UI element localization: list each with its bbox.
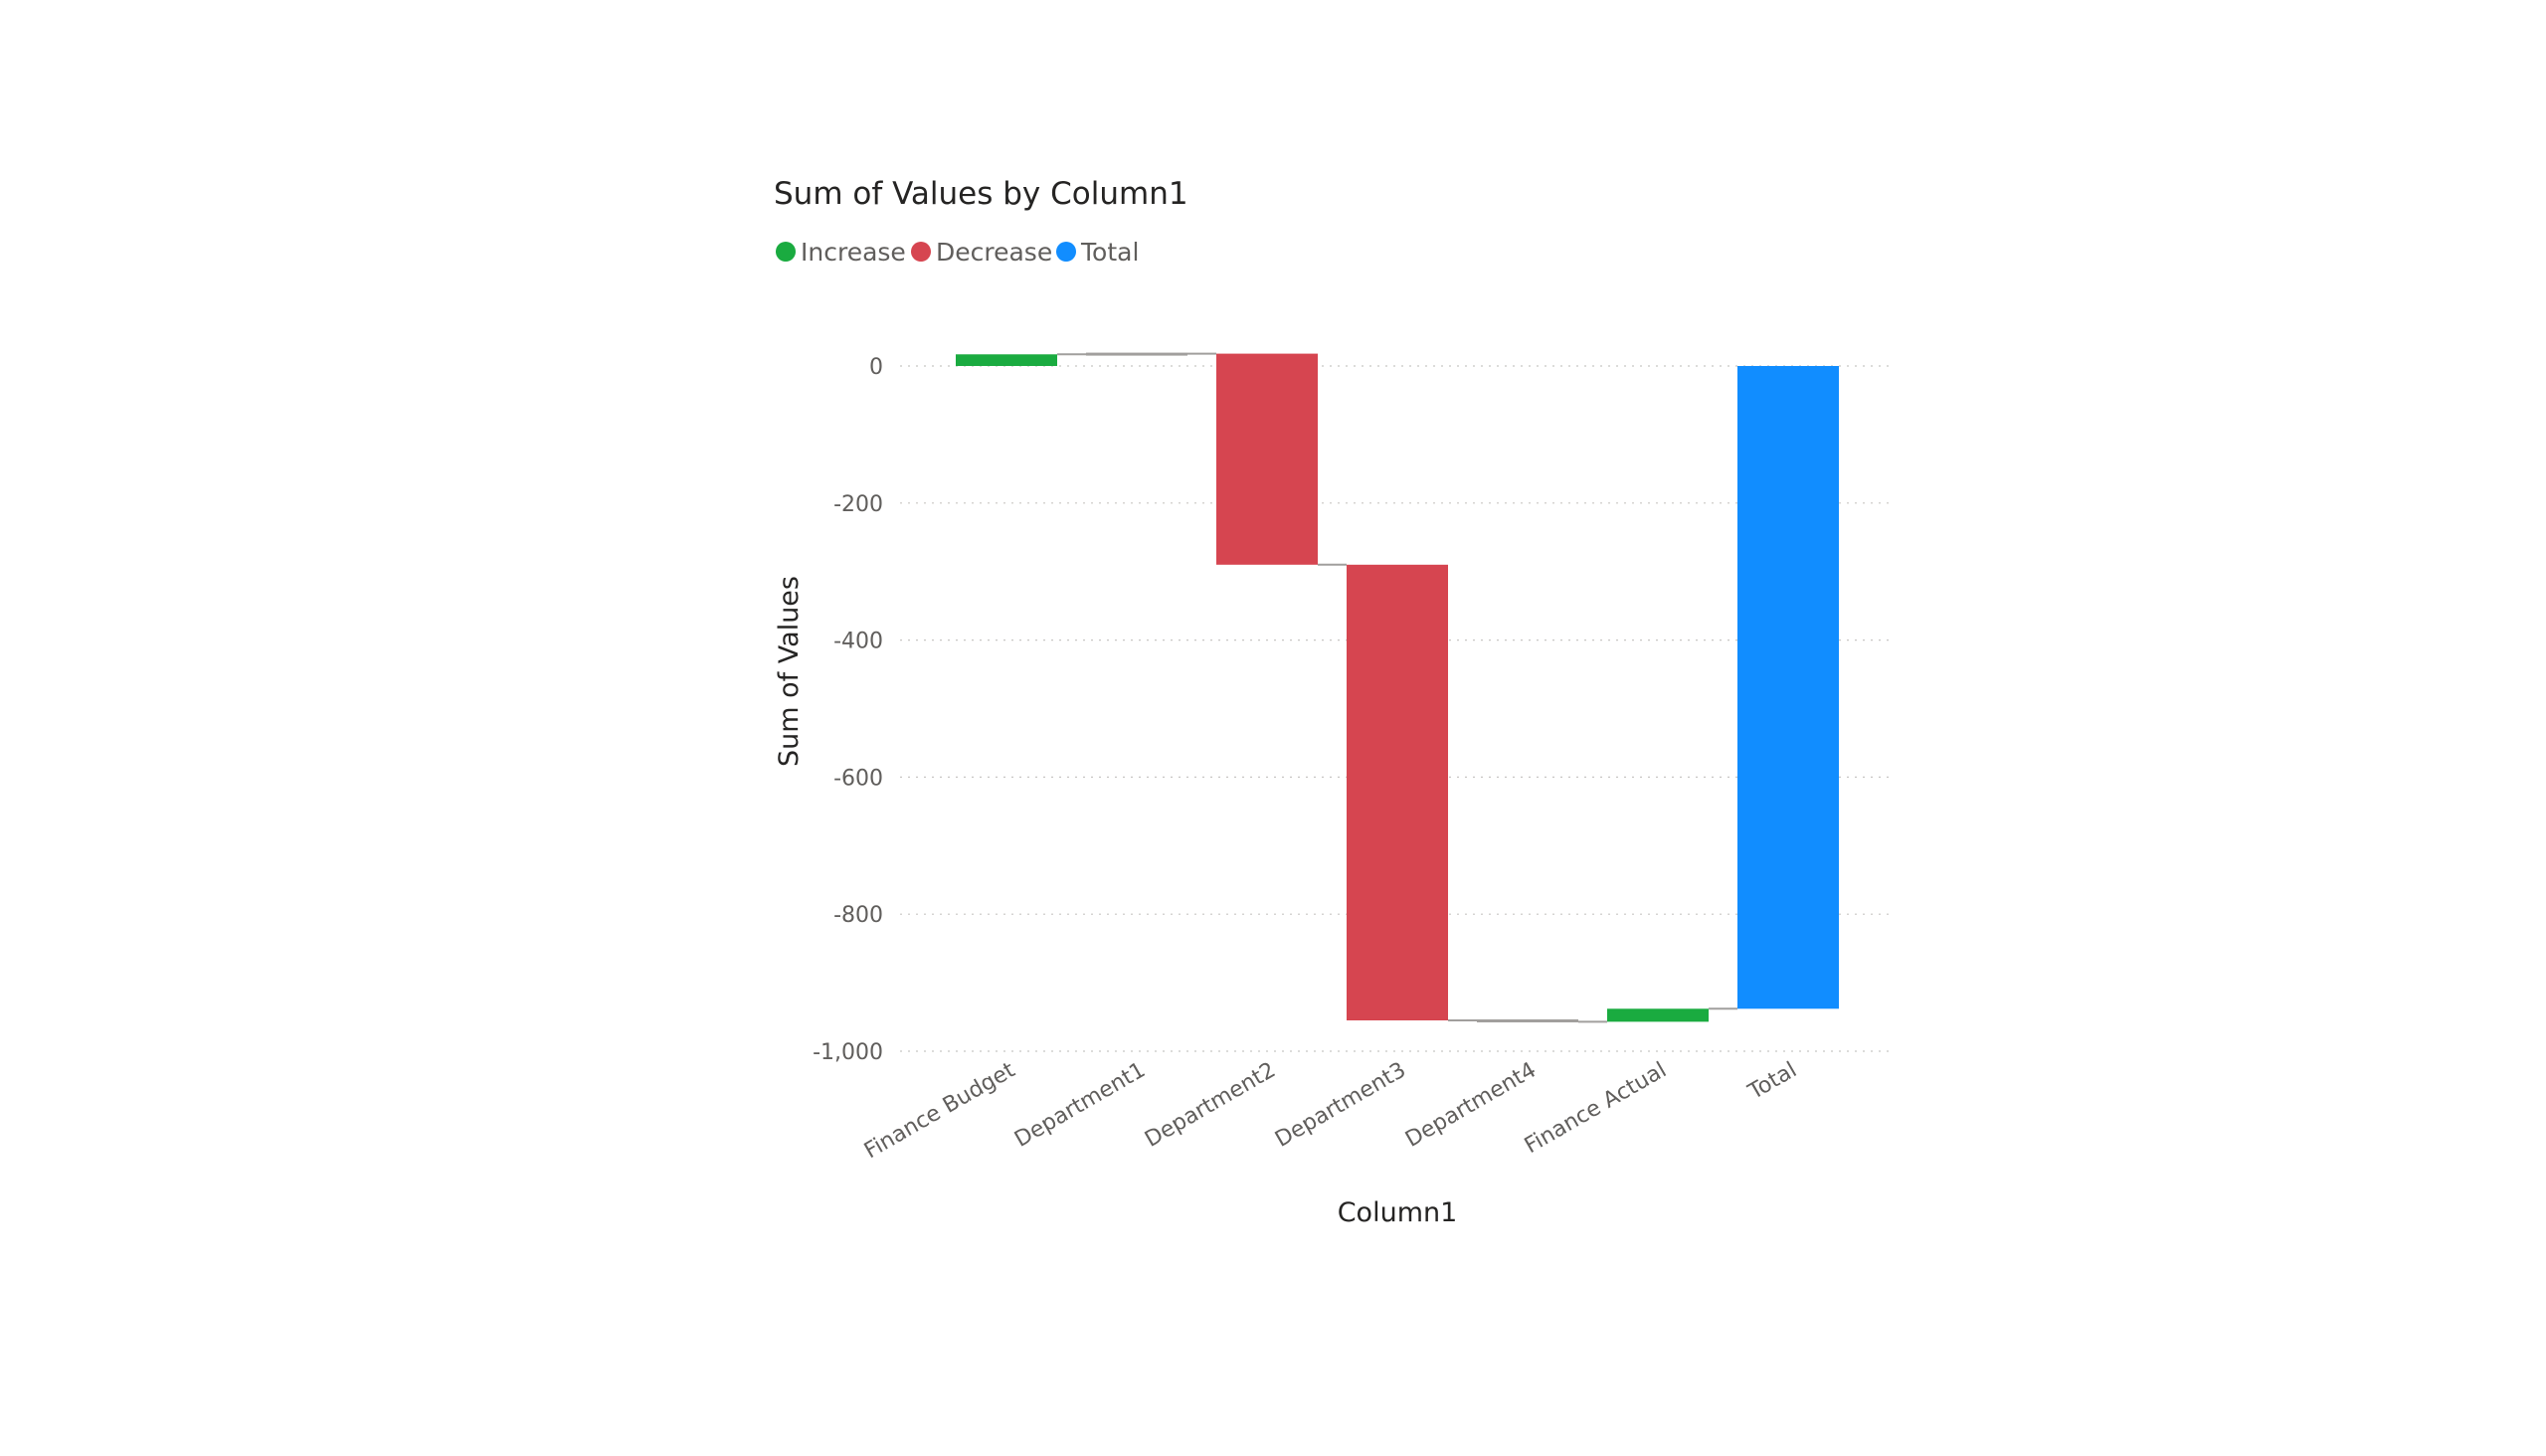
bars xyxy=(956,352,1839,1022)
y-tick-label: -1,000 xyxy=(813,1040,883,1065)
legend: Increase Decrease Total xyxy=(776,238,1139,267)
bar-total[interactable] xyxy=(1737,366,1839,1009)
legend-label-decrease: Decrease xyxy=(936,238,1052,267)
bar-department1[interactable] xyxy=(1086,352,1187,356)
bar-finance-actual[interactable] xyxy=(1607,1008,1709,1022)
x-axis-title: Column1 xyxy=(1338,1197,1458,1228)
y-tick-label: -400 xyxy=(833,630,883,654)
chart-title: Sum of Values by Column1 xyxy=(774,176,1188,212)
bar-department2[interactable] xyxy=(1216,353,1318,565)
bar-department3[interactable] xyxy=(1347,564,1448,1020)
y-tick-label: 0 xyxy=(869,355,883,380)
legend-marker-total xyxy=(1056,242,1076,262)
legend-label-total: Total xyxy=(1080,238,1139,267)
x-tick-label: Department1 xyxy=(1010,1058,1150,1153)
legend-marker-decrease xyxy=(911,242,931,262)
x-tick-label: Finance Actual xyxy=(1521,1058,1671,1160)
y-tick-label: -200 xyxy=(833,492,883,517)
x-tick-label: Finance Budget xyxy=(860,1057,1019,1164)
bar-finance-budget[interactable] xyxy=(956,354,1057,366)
legend-marker-increase xyxy=(776,242,796,262)
x-tick-label: Department3 xyxy=(1271,1058,1410,1153)
connectors xyxy=(1057,352,1737,1023)
x-tick-label: Total xyxy=(1743,1058,1801,1106)
x-axis: Finance BudgetDepartment1Department2Depa… xyxy=(860,1057,1801,1164)
x-tick-label: Department4 xyxy=(1401,1058,1541,1153)
y-axis-title: Sum of Values xyxy=(774,576,805,767)
y-tick-label: -600 xyxy=(833,766,883,791)
y-tick-label: -800 xyxy=(833,903,883,928)
x-tick-label: Department2 xyxy=(1141,1058,1280,1153)
bar-department4[interactable] xyxy=(1477,1018,1578,1022)
y-axis: 0 -200 -400 -600 -800 -1,000 xyxy=(813,355,883,1065)
legend-label-increase: Increase xyxy=(801,238,906,267)
